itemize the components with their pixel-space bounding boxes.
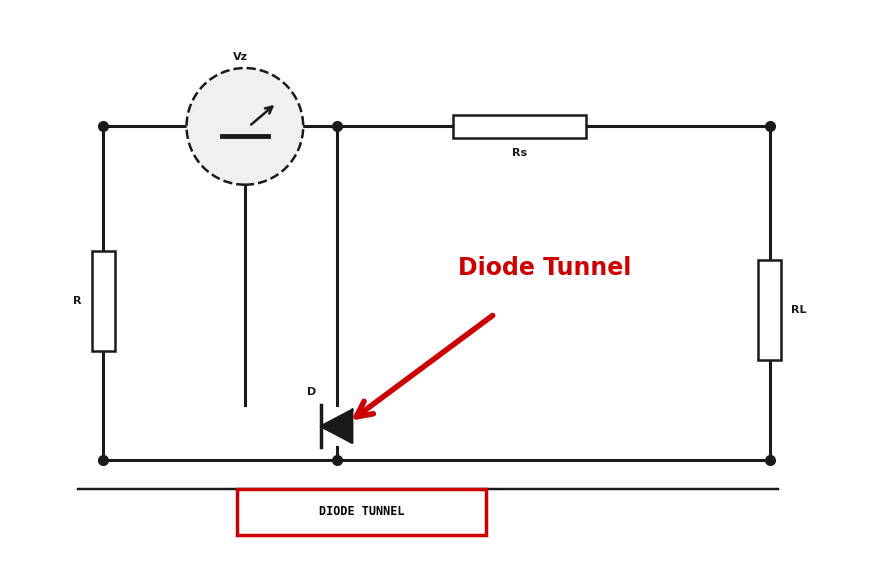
Text: D: D: [307, 387, 316, 397]
Text: DIODE TUNNEL: DIODE TUNNEL: [319, 505, 404, 518]
Text: Rs: Rs: [512, 148, 527, 158]
Text: RL: RL: [792, 305, 807, 315]
Bar: [92, 251, 115, 352]
Bar: [453, 115, 587, 138]
Bar: [758, 260, 781, 360]
Polygon shape: [320, 410, 353, 443]
Text: R: R: [73, 297, 81, 306]
Bar: [237, 489, 486, 534]
Text: Diode Tunnel: Diode Tunnel: [458, 256, 631, 280]
Circle shape: [187, 68, 303, 185]
Text: Vz: Vz: [233, 52, 248, 62]
